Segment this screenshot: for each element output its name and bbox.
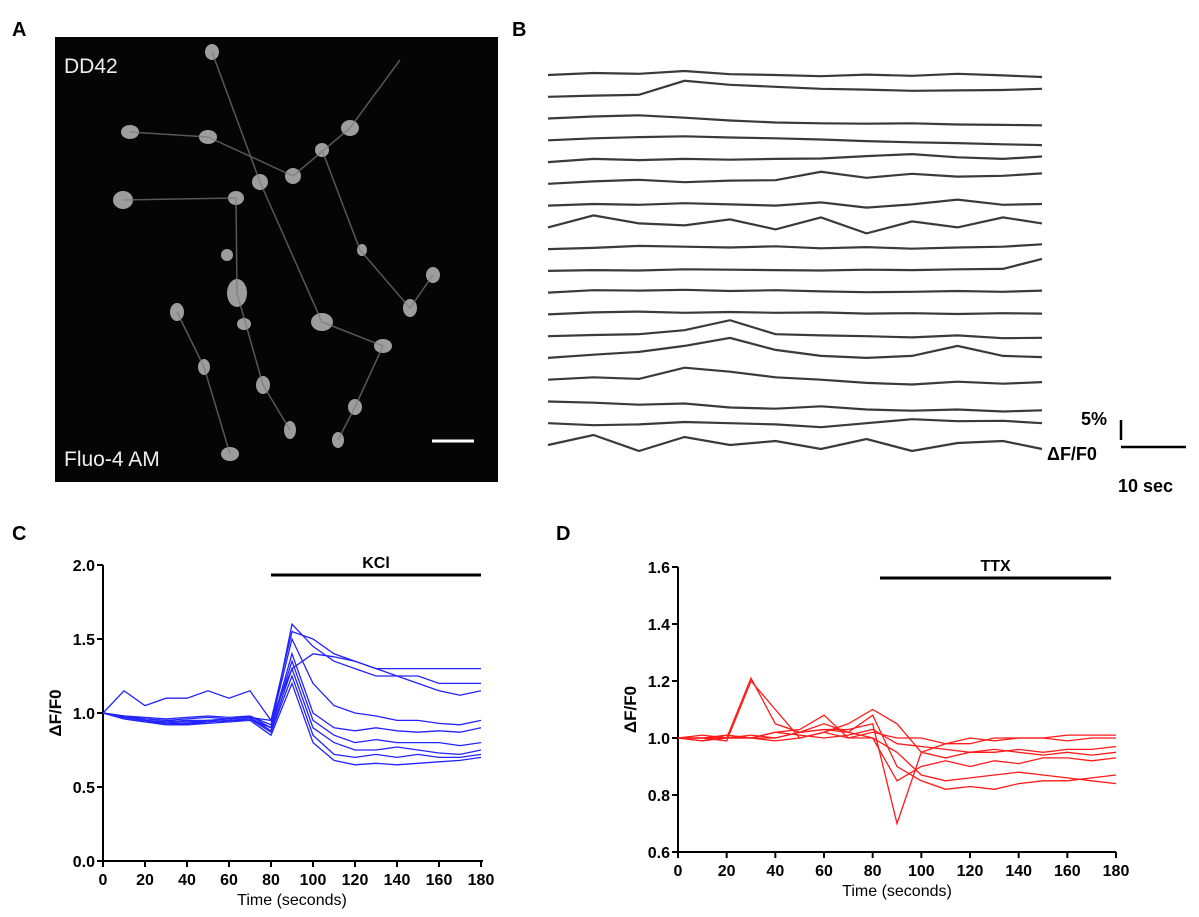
y-tick-label: 2.0 <box>73 558 95 575</box>
trace <box>547 198 1043 209</box>
scale-label: 5% <box>1081 409 1107 429</box>
panel-label: C <box>12 523 26 545</box>
x-tick-label: 80 <box>262 872 280 889</box>
image-label: DD42 <box>64 55 118 78</box>
image-label: Fluo-4 AM <box>64 448 160 471</box>
y-tick-label: 1.6 <box>648 560 670 577</box>
x-tick-label: 100 <box>908 863 935 880</box>
series-line <box>678 679 1117 759</box>
series-line <box>677 728 1117 756</box>
x-tick-label: 60 <box>815 863 833 880</box>
series-line <box>677 728 1117 785</box>
x-axis-label: Time (seconds) <box>842 883 952 900</box>
trace <box>547 336 1043 360</box>
panel-label: A <box>12 19 26 41</box>
y-axis-label: ΔF/F0 <box>621 686 640 733</box>
y-tick-label: 1.0 <box>73 706 95 723</box>
micrograph: DD42 Fluo-4 AM <box>55 37 498 482</box>
annotation: TTX <box>980 558 1011 575</box>
y-tick-label: 0.6 <box>648 845 670 862</box>
y-tick-label: 1.4 <box>648 617 670 634</box>
scale-label: ΔF/F0 <box>1047 444 1097 464</box>
x-axis-label: Time (seconds) <box>237 892 347 909</box>
annotation: KCl <box>362 555 390 572</box>
x-tick-label: 60 <box>220 872 238 889</box>
series-line <box>102 653 482 723</box>
x-tick-label: 160 <box>1054 863 1081 880</box>
series-line <box>102 659 482 747</box>
trace <box>547 114 1043 127</box>
panel-d: 0.6 0.8 1.0 1.2 1.4 1.6 0 20 40 60 80 100 120 140 160 1… <box>621 558 1129 900</box>
x-tick-label: 160 <box>426 872 453 889</box>
x-tick-label: 140 <box>1005 863 1032 880</box>
trace <box>547 170 1043 185</box>
panel-label: D <box>556 523 570 545</box>
y-tick-label: 0.0 <box>73 854 95 871</box>
trace <box>547 152 1043 164</box>
trace <box>547 400 1043 413</box>
x-tick-label: 140 <box>384 872 411 889</box>
trace <box>547 69 1043 79</box>
x-tick-label: 40 <box>178 872 196 889</box>
x-tick-label: 0 <box>674 863 683 880</box>
series-line <box>102 651 482 733</box>
panel-c: 0.0 0.5 1.0 1.5 2.0 0 20 40 60 80 100 120 140 160 180 T… <box>46 555 494 909</box>
trace <box>547 257 1043 272</box>
trace <box>547 135 1043 147</box>
x-tick-label: 120 <box>957 863 984 880</box>
x-tick-label: 0 <box>99 872 108 889</box>
scale-label: 10 sec <box>1118 476 1173 496</box>
series-line <box>102 674 482 759</box>
series-line <box>102 622 481 729</box>
series-line <box>677 714 1117 782</box>
trace <box>547 319 1043 340</box>
trace <box>547 433 1043 453</box>
series-line <box>102 681 482 766</box>
y-tick-label: 1.5 <box>73 632 95 649</box>
panel-label: B <box>512 19 526 41</box>
y-tick-label: 1.2 <box>648 674 670 691</box>
trace <box>547 366 1043 386</box>
series-line <box>102 666 482 756</box>
y-tick-label: 0.8 <box>648 788 670 805</box>
trace <box>547 214 1043 235</box>
x-tick-label: 180 <box>1103 863 1130 880</box>
x-tick-label: 20 <box>136 872 154 889</box>
y-tick-label: 0.5 <box>73 780 95 797</box>
series-line <box>102 630 481 722</box>
x-tick-label: 20 <box>718 863 736 880</box>
x-tick-label: 180 <box>468 872 495 889</box>
trace <box>547 243 1043 251</box>
trace <box>547 418 1043 429</box>
trace <box>547 79 1043 98</box>
trace <box>547 310 1043 316</box>
x-tick-label: 80 <box>864 863 882 880</box>
y-tick-label: 1.0 <box>648 731 670 748</box>
x-tick-label: 100 <box>300 872 327 889</box>
x-tick-label: 40 <box>766 863 784 880</box>
x-tick-label: 120 <box>342 872 369 889</box>
trace <box>547 288 1043 294</box>
y-axis-label: ΔF/F0 <box>46 689 65 736</box>
